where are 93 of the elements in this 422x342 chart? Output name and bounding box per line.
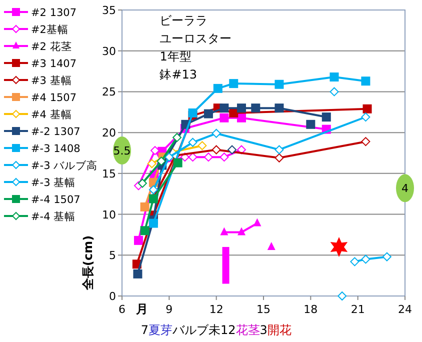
x-tick-label: 21	[350, 303, 365, 316]
legend-label: #-3 基幅	[31, 176, 76, 189]
point	[330, 72, 339, 82]
legend-label: #3 基幅	[31, 74, 72, 87]
point	[253, 218, 262, 226]
annotation: 4	[402, 182, 408, 196]
legend-label: #3 1407	[31, 58, 77, 70]
point	[274, 145, 284, 154]
point	[213, 84, 222, 93]
point	[188, 152, 198, 162]
y-tick-label: 35	[102, 4, 116, 17]
point	[330, 87, 339, 96]
text: 開花	[267, 323, 292, 337]
legend-label: #4 基幅	[31, 108, 72, 121]
point	[147, 159, 156, 168]
point	[361, 254, 370, 264]
legend-label: #-4 1507	[31, 194, 80, 206]
point	[362, 104, 372, 114]
point	[306, 120, 316, 129]
legend-label: #4 1507	[31, 92, 77, 104]
point	[382, 252, 392, 262]
annotation: 5.5	[113, 144, 131, 158]
text: 7	[140, 323, 149, 337]
point	[198, 141, 207, 150]
annotation: ビーララ	[160, 14, 208, 28]
x-tick-label: 24	[398, 303, 412, 316]
text: 花茎	[236, 323, 260, 337]
point	[274, 153, 284, 162]
legend-label: #2 花茎	[31, 40, 72, 53]
text: 3	[260, 323, 268, 337]
x-tick-label: 12	[209, 303, 224, 316]
x-axis-title: 月	[135, 302, 148, 316]
point	[138, 178, 147, 188]
point	[251, 104, 260, 113]
text: 夏芽	[148, 323, 173, 337]
legend-label: #2基幅	[31, 23, 68, 36]
point	[228, 145, 237, 154]
point	[236, 104, 246, 113]
y-tick-label: 10	[102, 208, 116, 222]
text: バルブ未12	[172, 323, 236, 337]
point	[173, 158, 182, 168]
y-tick-label: 5	[109, 249, 116, 262]
legend-label: #-3 1408	[31, 143, 80, 155]
point	[188, 138, 198, 147]
point	[220, 113, 229, 122]
y-tick-label: 20	[102, 126, 116, 140]
annotation: 4	[396, 174, 414, 202]
annotation: 5.5	[113, 136, 131, 165]
point	[204, 152, 213, 162]
point	[229, 108, 238, 118]
point	[134, 236, 144, 245]
point	[212, 145, 221, 154]
point	[236, 113, 246, 122]
point	[212, 128, 221, 138]
point	[220, 152, 229, 162]
point	[148, 218, 158, 228]
point	[274, 104, 284, 113]
point	[220, 227, 228, 236]
annotation: ユーロスター	[160, 32, 232, 46]
annotation: 鉢#13	[160, 68, 198, 82]
legend-label: #-4 基幅	[31, 210, 76, 223]
point	[220, 104, 229, 113]
x-tick-label: 15	[256, 303, 270, 316]
point	[361, 137, 370, 146]
point	[188, 108, 198, 118]
point	[361, 76, 370, 86]
point	[148, 185, 158, 194]
point	[350, 257, 360, 266]
legend-label: #-2 1307	[31, 126, 80, 138]
x-tick-label: 9	[166, 303, 173, 316]
point	[267, 242, 276, 250]
point	[140, 202, 150, 212]
point	[237, 227, 246, 236]
y-tick-label: 0	[109, 290, 116, 303]
legend-label: #2 1307	[31, 7, 77, 19]
point	[133, 269, 142, 278]
point	[204, 109, 213, 118]
point	[338, 292, 347, 300]
point	[361, 112, 370, 122]
y-tick-label: 30	[102, 44, 116, 58]
annotation: 1年型	[160, 50, 192, 64]
x-tick-label: 18	[304, 303, 318, 316]
x-tick-label: 6	[118, 303, 126, 316]
point	[229, 79, 238, 88]
point	[322, 112, 331, 122]
point	[164, 152, 174, 162]
y-tick-label: 25	[102, 86, 116, 99]
y-axis-title: 全長(cm)	[81, 235, 95, 291]
point	[140, 226, 150, 236]
point	[172, 132, 182, 142]
y-tick-label: 15	[102, 167, 116, 180]
point	[274, 80, 284, 89]
legend-label: #-3 バルブ高	[31, 159, 98, 172]
